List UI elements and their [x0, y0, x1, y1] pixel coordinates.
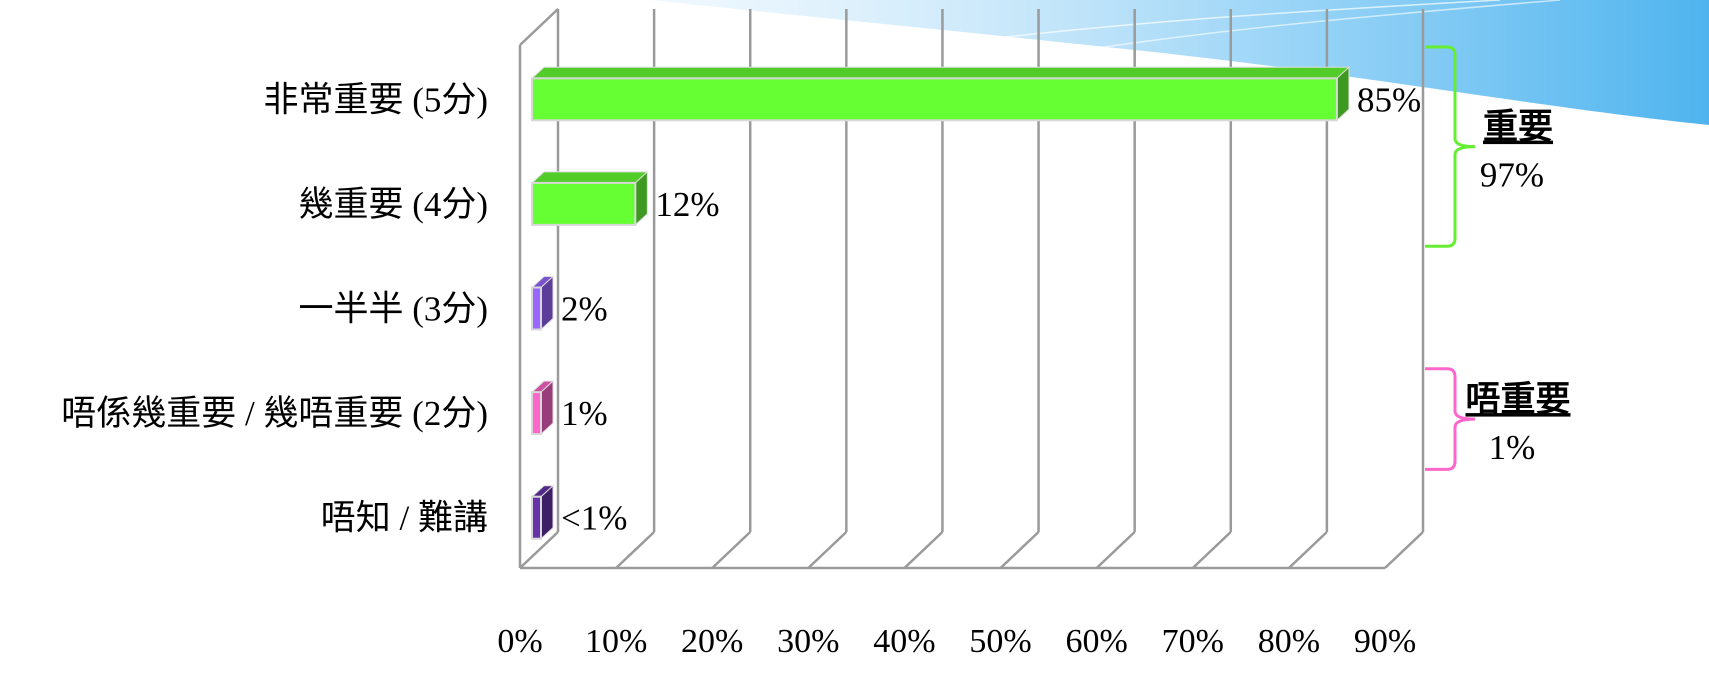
floor-gridline: [1095, 531, 1136, 569]
x-tick-label: 20%: [681, 623, 743, 660]
x-tick-label: 70%: [1162, 623, 1224, 660]
bar-front-face: [531, 181, 637, 226]
bar-front-face: [531, 286, 542, 331]
group-value: 97%: [1480, 156, 1544, 195]
swoosh-shape: [650, 0, 1709, 125]
chart-annotations: 重要 97% 唔重要 1%: [1425, 45, 1571, 471]
group-label: 唔重要: [1465, 380, 1570, 419]
bar-front-face: [531, 391, 542, 436]
group-bracket: 唔重要 1%: [1425, 367, 1571, 471]
chart-bars: [530, 66, 1351, 540]
x-tick-label: 60%: [1066, 623, 1128, 660]
floor-gridline: [903, 531, 944, 569]
bracket-icon: [1425, 367, 1476, 471]
floor-gridline: [615, 531, 655, 569]
data-label: 2%: [561, 290, 608, 329]
side-wall-top-edge: [519, 8, 559, 46]
category-label: 一半半 (3分): [298, 290, 488, 329]
bar-top-face: [530, 66, 1351, 79]
x-tick-label: 80%: [1258, 623, 1320, 660]
bar: [530, 275, 555, 331]
floor-gridline: [1384, 531, 1424, 569]
bar-top-face: [530, 171, 649, 184]
bar-front-face: [531, 495, 542, 540]
data-label: 1%: [561, 394, 608, 433]
category-label: 唔係幾重要 / 幾唔重要 (2分): [61, 394, 488, 433]
x-tick-label: 10%: [585, 623, 647, 660]
group-bracket: 重要 97%: [1425, 45, 1553, 248]
data-label: 85%: [1357, 80, 1421, 119]
data-label: 12%: [655, 185, 719, 224]
category-label: 非常重要 (5分): [263, 80, 488, 119]
category-label: 唔知 / 難講: [321, 499, 488, 538]
x-tick-label: 0%: [497, 623, 542, 660]
bar-front-face: [531, 77, 1338, 122]
bar: [530, 66, 1351, 122]
category-label: 幾重要 (4分): [298, 185, 488, 224]
bar: [530, 379, 555, 436]
decorative-swoosh: [650, 0, 1709, 125]
x-tick-label: 40%: [873, 623, 935, 660]
bar: [530, 484, 555, 540]
group-label: 重要: [1483, 108, 1553, 147]
x-tick-label: 90%: [1354, 623, 1416, 660]
floor-gridline: [711, 531, 752, 569]
floor-gridline: [1288, 531, 1328, 569]
x-tick-label: 30%: [777, 623, 839, 660]
floor-gridline: [999, 531, 1040, 569]
floor-gridline: [1191, 531, 1232, 569]
floor-gridline: [519, 531, 559, 569]
bracket-icon: [1425, 45, 1476, 248]
group-value: 1%: [1489, 428, 1536, 467]
floor-gridline: [807, 531, 848, 569]
chart-labels: 0% 10% 20% 30% 40% 50% 60% 70% 80% 90% 85% 非常重要 (5分…: [61, 80, 1421, 660]
swoosh-line: [979, 0, 1501, 41]
bar: [530, 170, 649, 227]
x-tick-label: 50%: [969, 623, 1031, 660]
data-label: <1%: [561, 499, 627, 538]
swoosh-line: [1019, 0, 1561, 61]
